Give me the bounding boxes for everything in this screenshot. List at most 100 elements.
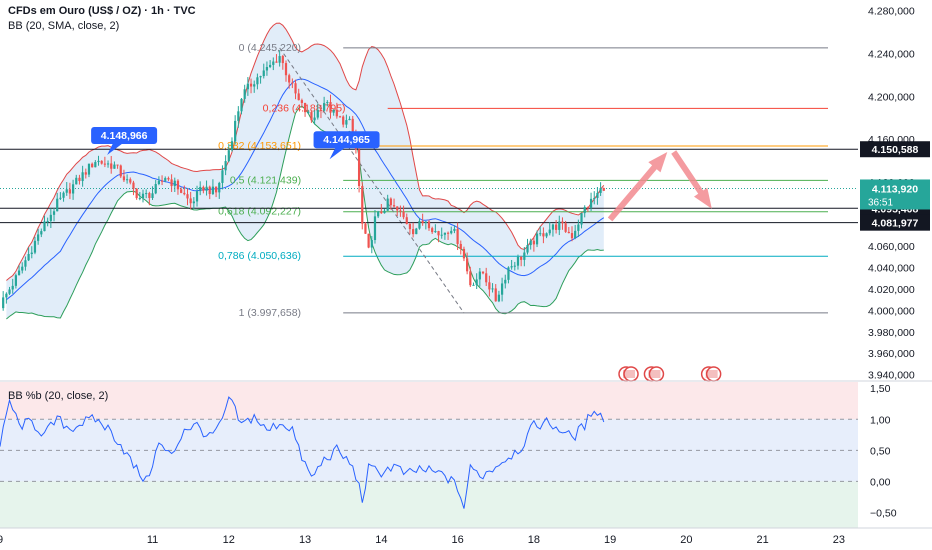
candle-body [526, 245, 529, 253]
candle-body [338, 116, 342, 118]
fib-level-label: 0,618 (4.092,227) [218, 206, 301, 218]
callout-label: 4.148,966 [101, 130, 148, 142]
pctb-indicator-label[interactable]: BB %b (20, close, 2) [8, 390, 109, 402]
candle-body [475, 279, 478, 285]
candle-body [335, 109, 338, 117]
candle-body [418, 221, 421, 229]
candle-body [230, 141, 234, 151]
candle-body [380, 211, 383, 214]
candle-body [27, 254, 30, 261]
candle-body [402, 211, 405, 218]
time-axis-tick: 21 [757, 534, 769, 546]
candle-body [564, 223, 567, 232]
candle-body [71, 184, 75, 194]
candle-body [113, 164, 116, 169]
candle-body [405, 217, 408, 224]
candle-body [132, 182, 135, 189]
candle-body [520, 256, 523, 260]
candle-body [542, 233, 545, 237]
candle-body [275, 61, 278, 63]
candle-body [481, 271, 485, 274]
candle-body [240, 98, 243, 112]
candle-body [100, 160, 103, 164]
candle-body [205, 186, 208, 191]
candle-body [507, 267, 510, 280]
event-flag-icon [623, 370, 636, 378]
candle-body [110, 163, 113, 169]
candle-body [500, 283, 504, 295]
candle-body [180, 189, 183, 193]
candle-body [421, 221, 424, 223]
candle-body [265, 67, 269, 71]
candle-body [567, 231, 570, 234]
candle-body [91, 163, 94, 168]
candle-body [37, 234, 40, 241]
candle-body [122, 176, 126, 181]
candle-body [491, 288, 494, 290]
candle-body [253, 84, 256, 87]
candle-body [87, 163, 91, 175]
candle-body [62, 192, 65, 198]
candle-body [56, 198, 59, 212]
candle-body [554, 224, 558, 230]
candle-body [214, 186, 218, 193]
candle-body [510, 266, 513, 268]
candle-body [593, 197, 596, 199]
bb-indicator-label[interactable]: BB (20, SMA, close, 2) [8, 20, 120, 32]
candle-body [516, 256, 520, 266]
candle-body [504, 279, 507, 284]
candle-body [43, 221, 46, 232]
candle-body [173, 180, 176, 187]
candle-body [46, 220, 49, 222]
candle-body [427, 221, 431, 229]
candle-body [8, 289, 11, 294]
candle-body [14, 275, 18, 286]
candle-body [535, 233, 539, 245]
candle-body [589, 198, 593, 208]
candle-body [577, 224, 580, 231]
price-axis-tick: 4.060,000 [868, 241, 915, 253]
candle-body [195, 191, 199, 202]
candle-body [545, 233, 548, 237]
candle-body [326, 102, 329, 104]
candle-body [135, 188, 138, 199]
candle-body [529, 240, 532, 246]
candle-body [469, 271, 472, 286]
candle-body [523, 252, 526, 260]
candle-body [278, 56, 281, 63]
candle-body [199, 186, 202, 192]
candle-body [167, 178, 170, 180]
time-axis-tick: 19 [604, 534, 616, 546]
candle-body [272, 61, 275, 65]
candle-body [313, 117, 316, 121]
candle-body [462, 248, 466, 259]
fib-level-label: 1 (3.997,658) [239, 307, 301, 319]
candle-body [472, 284, 475, 286]
candle-body [125, 179, 129, 181]
oversold-zone [0, 481, 858, 528]
candle-body [456, 228, 459, 244]
candle-body [558, 221, 561, 230]
candle-body [453, 228, 456, 231]
candle-body [211, 186, 215, 195]
candle-body [583, 207, 586, 214]
event-flag-icon [648, 370, 661, 378]
time-axis-tick: 18 [528, 534, 540, 546]
fib-level-label: 0 (4.245,220) [239, 42, 301, 54]
candle-body [297, 93, 300, 101]
candle-body [24, 260, 27, 267]
candle-body [450, 230, 453, 234]
projection-arrow [671, 150, 712, 209]
candle-body [141, 193, 145, 199]
candle-body [129, 179, 132, 183]
time-axis-tick: 12 [223, 534, 235, 546]
candle-body [377, 211, 380, 217]
candle-body [249, 83, 253, 87]
symbol-title[interactable]: CFDs em Ouro (US$ / OZ) · 1h · TVC [8, 5, 196, 17]
candle-body [106, 163, 110, 165]
candle-body [392, 205, 396, 207]
candle-body [157, 180, 161, 184]
candle-body [281, 56, 284, 64]
candle-body [224, 161, 227, 171]
